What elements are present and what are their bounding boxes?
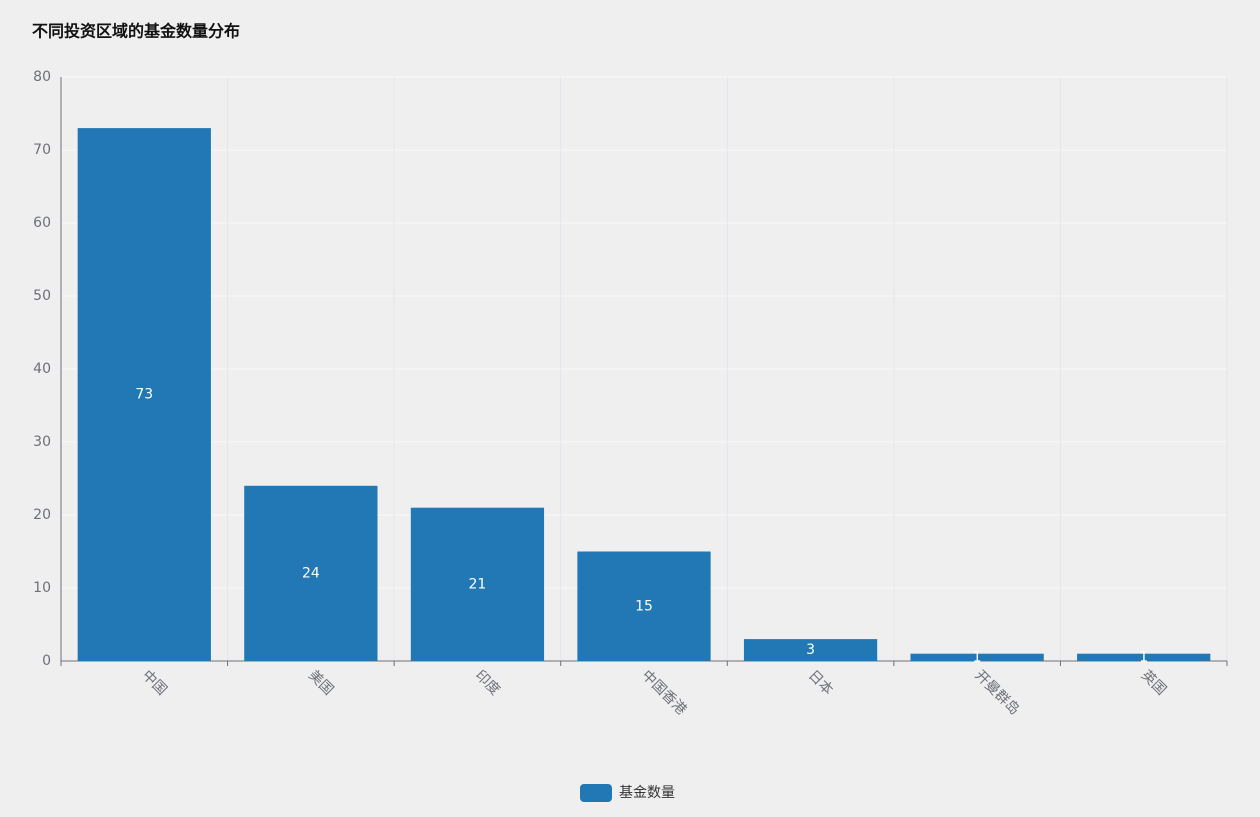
bar — [910, 653, 1044, 661]
bar — [743, 639, 878, 661]
y-tick-label: 30 — [33, 434, 51, 450]
y-tick-label: 80 — [33, 69, 51, 85]
y-tick-label: 60 — [33, 215, 51, 231]
data-label: 3 — [806, 642, 815, 658]
y-tick-label: 20 — [33, 507, 51, 523]
bar — [77, 128, 211, 662]
data-label: 21 — [469, 576, 487, 592]
bar — [577, 551, 711, 661]
data-label: 15 — [635, 598, 653, 614]
y-tick-label: 0 — [42, 653, 51, 669]
x-tick-label: 开曼群岛 — [971, 667, 1022, 718]
x-tick-label: 中国 — [139, 667, 170, 698]
y-tick-label: 70 — [33, 142, 51, 158]
data-label: 1 — [1139, 649, 1148, 665]
legend-label: 基金数量 — [619, 784, 675, 801]
data-label: 1 — [973, 649, 982, 665]
y-tick-label: 40 — [33, 361, 51, 377]
bar — [410, 507, 545, 661]
chart-title: 不同投资区域的基金数量分布 — [32, 22, 240, 41]
x-tick-label: 日本 — [805, 667, 836, 698]
x-tick-label: 英国 — [1138, 667, 1170, 699]
y-tick-label: 50 — [33, 288, 51, 304]
x-tick-label: 中国香港 — [638, 667, 689, 718]
bar — [1077, 653, 1211, 661]
x-tick-label: 美国 — [305, 667, 336, 698]
data-label: 73 — [135, 387, 153, 403]
x-tick-label: 印度 — [472, 667, 503, 698]
legend-swatch — [580, 784, 612, 802]
y-tick-label: 10 — [33, 580, 51, 596]
data-label: 24 — [302, 565, 320, 581]
bar — [244, 485, 378, 661]
